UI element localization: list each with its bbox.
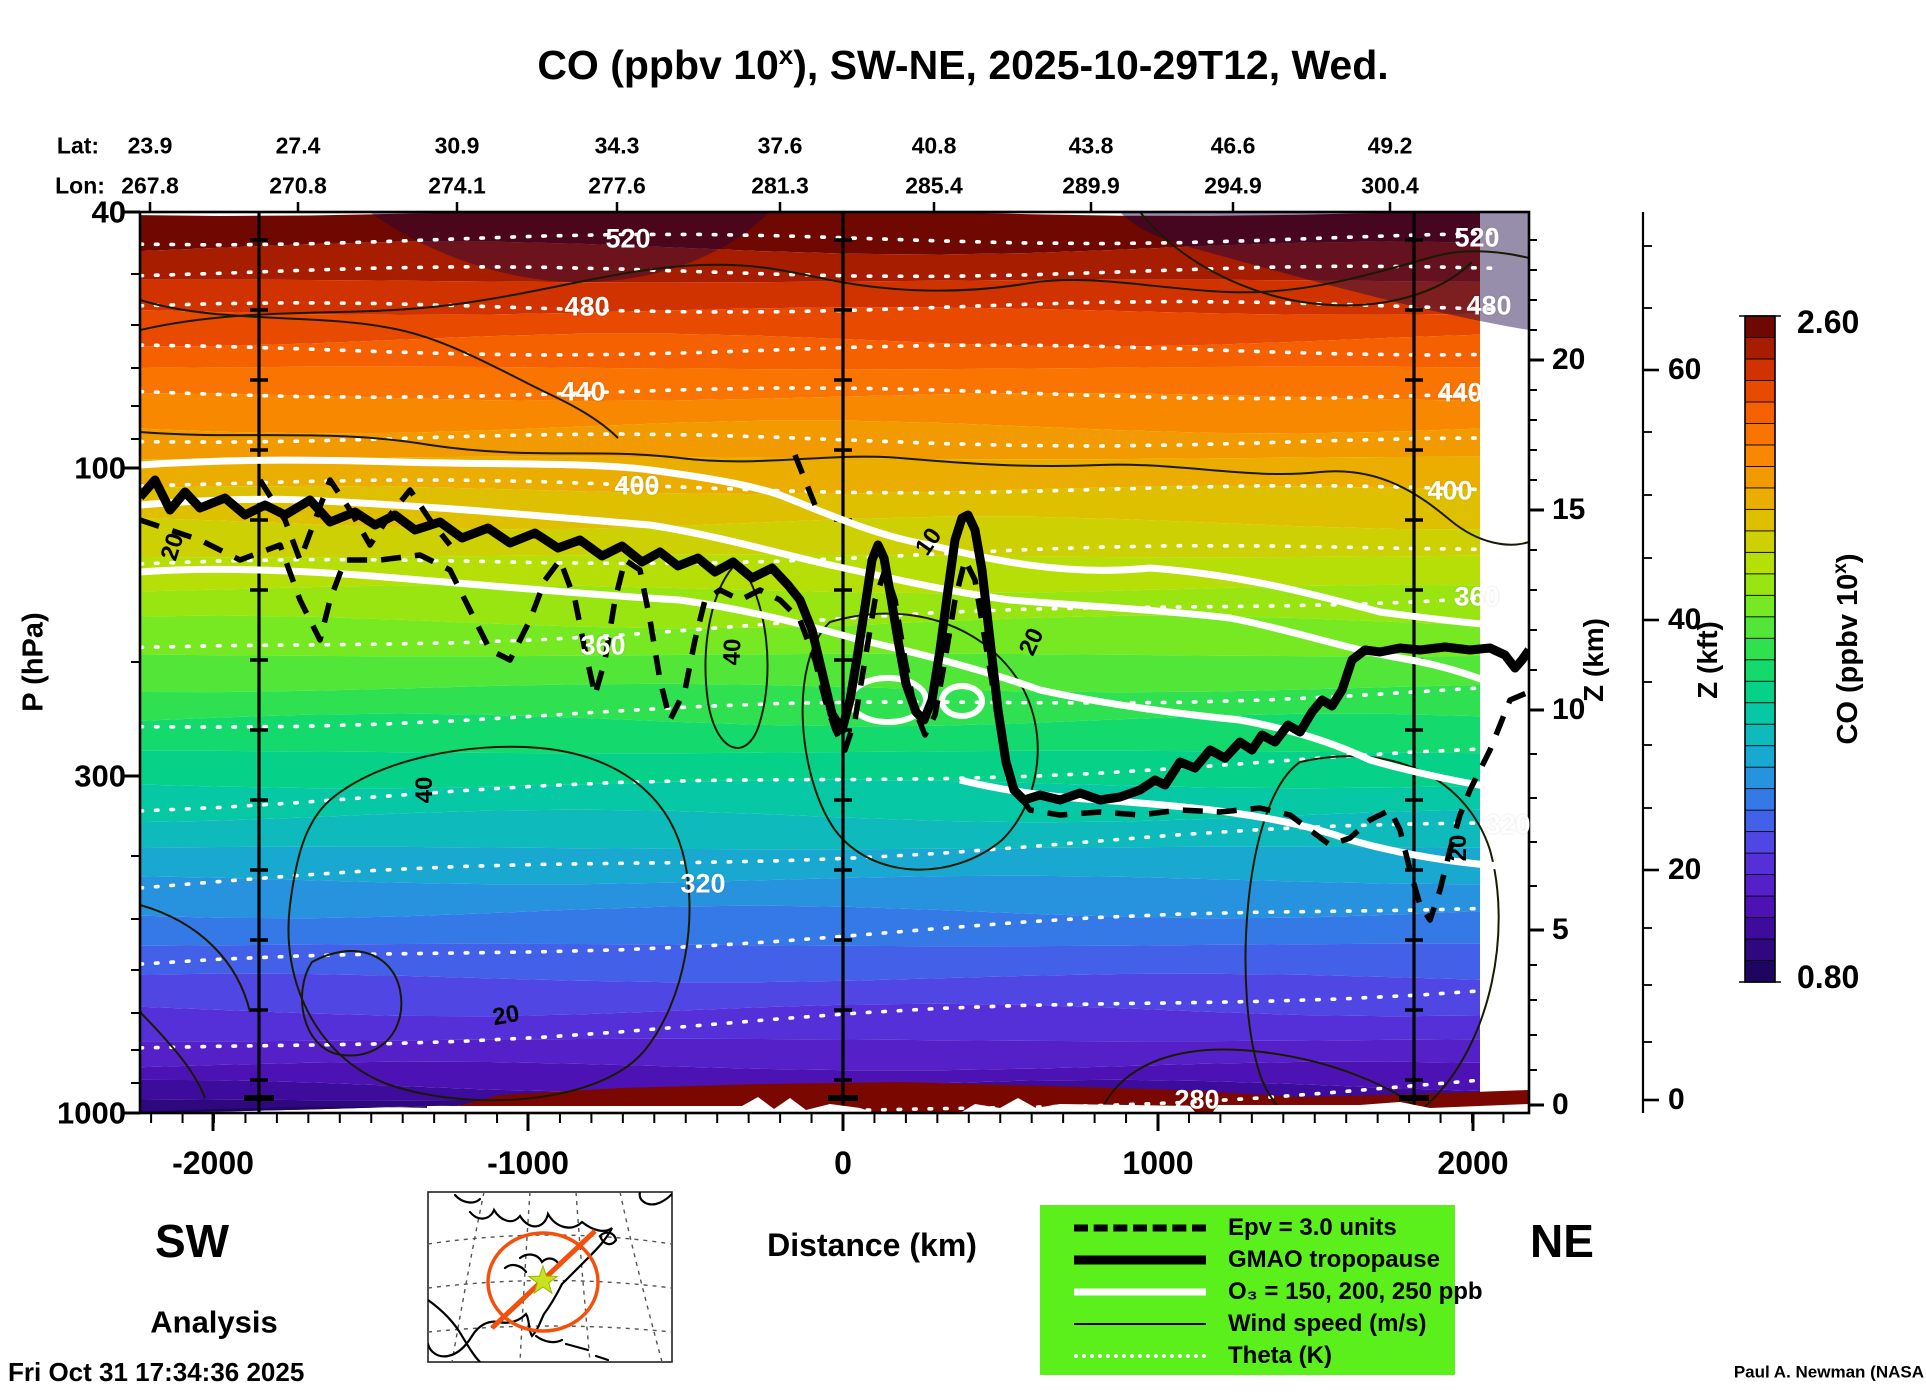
z-kft-tick-label: 60 [1668,353,1702,386]
map-inset [427,1191,673,1363]
distance-tick-label: 1000 [1122,1145,1194,1181]
pressure-tick-label: 1000 [57,1095,126,1131]
theta-contour-label: 440 [1437,377,1483,408]
legend-label: Wind speed (m/s) [1228,1310,1427,1337]
distance-tick-label: -2000 [172,1145,254,1181]
distance-tick-label: 0 [834,1145,852,1181]
lon-value: 270.8 [269,172,327,199]
pressure-tick-label: 300 [74,758,126,794]
lat-value: 43.8 [1068,132,1114,159]
legend-box: Epv = 3.0 units GMAO tropopause O₃ = 150, … [1040,1205,1483,1375]
theta-contour-label: 480 [1466,290,1512,321]
z-km-tick-label: 20 [1552,343,1586,376]
credit-label: Paul A. Newman (NASA [1733,1362,1924,1382]
lon-value: 294.9 [1204,172,1262,199]
page-title: CO (ppbv 10x), SW-NE, 2025-10-29T12, Wed… [537,40,1389,88]
theta-contour-label: 280 [1174,1084,1220,1115]
colorbar-min-label: 0.80 [1797,959,1860,995]
legend-item-thick-black: GMAO tropopause [1040,1243,1455,1277]
z-kft-tick-label: 20 [1668,853,1702,886]
lon-value: 274.1 [428,172,486,199]
colorbar [1739,315,1781,983]
map-center-star [527,1264,559,1295]
pressure-tick-label: 40 [91,194,126,230]
z-kft-tick-label: 40 [1668,603,1702,636]
colorbar-max-label: 2.60 [1797,304,1860,340]
lat-value: 23.9 [127,132,173,159]
theta-contour-label: 400 [614,470,660,501]
lat-value: 37.6 [757,132,803,159]
legend-sample-thick-white [1074,1288,1206,1296]
legend-item-dashed-black: Epv = 3.0 units [1040,1211,1455,1245]
wind-contour-label: 40 [411,776,438,804]
title-superscript: x [778,40,794,71]
ne-endpoint-label: NE [1530,1215,1594,1267]
lon-value: 285.4 [905,172,963,199]
map-domain-circle [486,1231,600,1333]
theta-contour-label: 400 [1427,475,1473,506]
field-layer [140,212,1529,1113]
legend-sample-dashed-black [1074,1224,1206,1232]
wind-contour-label: 40 [718,638,747,666]
lat-value: 40.8 [911,132,957,159]
legend-label: Epv = 3.0 units [1228,1214,1397,1241]
colorbar-title: CO (ppbv 10x) [1830,553,1864,745]
pressure-tick-label: 100 [74,450,126,486]
z-km-axis-title: Z (km) [1578,618,1609,702]
lon-value: 267.8 [121,172,179,199]
lon-value: 300.4 [1361,172,1419,199]
theta-contour-label: 320 [680,868,726,899]
z-km-tick-label: 5 [1552,913,1569,946]
distance-tick-label: -1000 [487,1145,569,1181]
theta-contour-label: 360 [1454,581,1500,612]
lat-value: 34.3 [594,132,640,159]
legend-item-thin-black: Wind speed (m/s) [1040,1307,1455,1341]
legend-item-thick-white: O₃ = 150, 200, 250 ppb [1040,1275,1483,1309]
lon-value: 289.9 [1062,172,1120,199]
lat-value: 49.2 [1367,132,1413,159]
legend-item-dotted-white: Theta (K) [1040,1339,1455,1373]
legend-sample-thin-black [1074,1323,1206,1325]
theta-contour-label: 480 [564,291,610,322]
theta-contour-label: 440 [560,376,606,407]
lon-row-label: Lon: [55,172,105,199]
z-kft-tick-label: 0 [1668,1083,1685,1116]
z-km-tick-label: 0 [1552,1088,1569,1121]
distance-tick-label: 2000 [1437,1145,1509,1181]
lon-value: 281.3 [751,172,809,199]
analysis-label: Analysis [150,1304,278,1340]
theta-contour-label: 320 [1485,809,1531,840]
legend-sample-thick-black [1074,1255,1206,1265]
lat-value: 27.4 [275,132,321,159]
lon-value: 277.6 [588,172,646,199]
wind-contour-label: 20 [490,999,522,1032]
lat-value: 30.9 [434,132,480,159]
theta-contour-label: 360 [580,630,626,661]
legend-label: GMAO tropopause [1228,1246,1441,1273]
creation-timestamp: Fri Oct 31 17:34:36 2025 [8,1357,305,1387]
legend-sample-dotted-white [1074,1354,1206,1358]
z-km-tick-label: 15 [1552,493,1586,526]
lat-row-label: Lat: [56,132,100,159]
z-km-tick-label: 10 [1552,693,1586,726]
lat-value: 46.6 [1210,132,1256,159]
distance-axis-title: Distance (km) [767,1227,977,1263]
tropopause-line [140,475,1529,805]
legend-label: Theta (K) [1228,1342,1332,1369]
wind-contour-label: 20 [1445,834,1472,862]
pressure-axis-title: P (hPa) [17,612,50,712]
theta-contour-label: 520 [605,223,651,254]
sw-endpoint-label: SW [154,1215,230,1267]
legend-label: O₃ = 150, 200, 250 ppb [1228,1278,1483,1305]
theta-contour-label: 520 [1454,222,1500,253]
